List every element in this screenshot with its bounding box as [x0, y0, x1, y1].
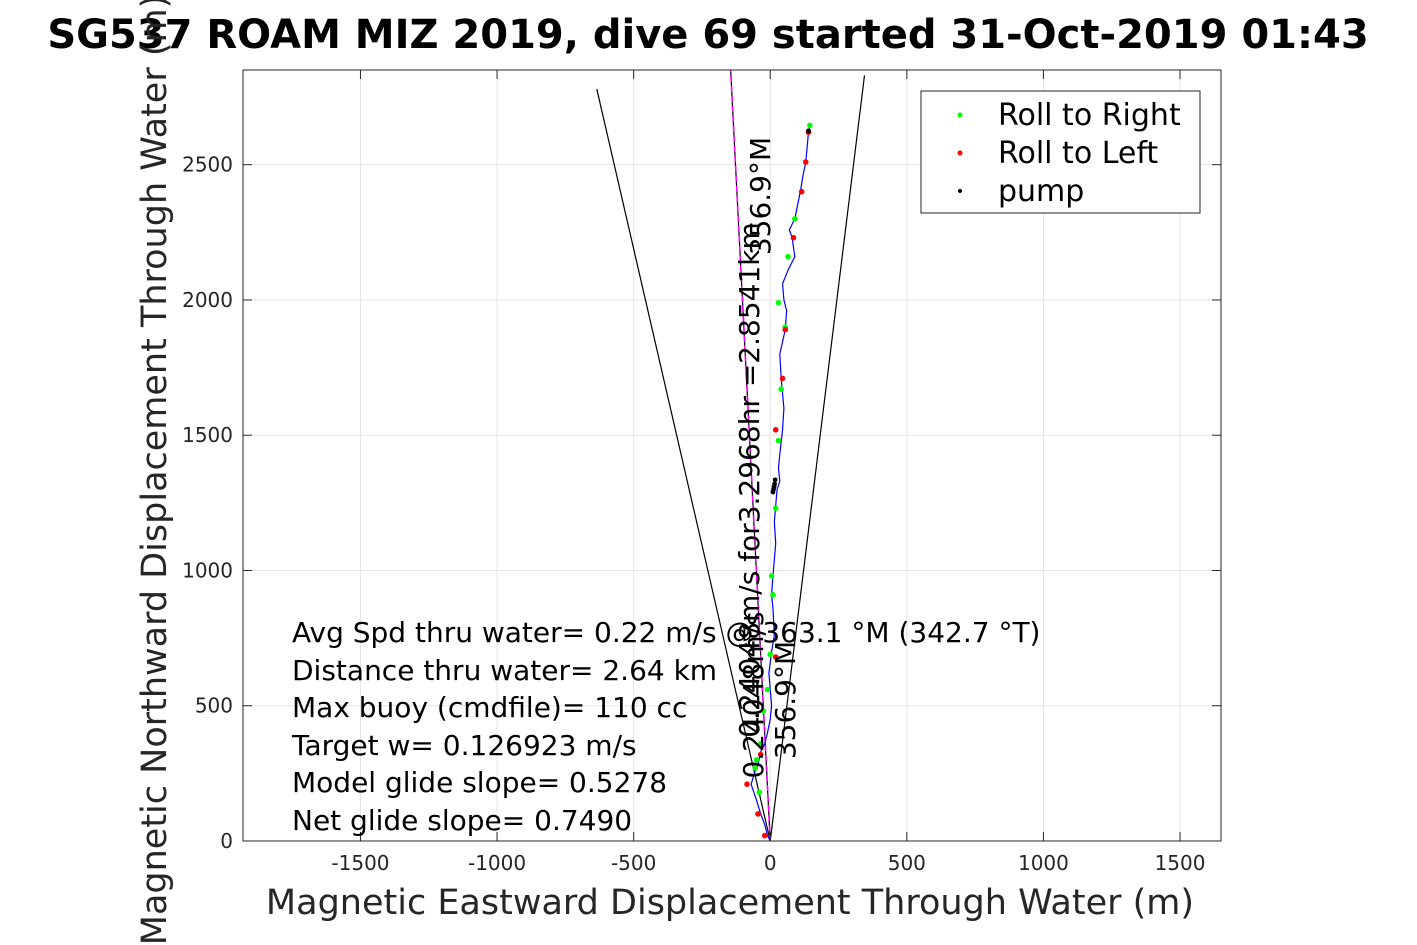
roll-left-point — [772, 427, 779, 433]
plot-frame — [242, 69, 1222, 842]
bounding-line-right — [769, 75, 866, 842]
roll-right-point — [764, 686, 771, 693]
stat-avg-speed: Avg Spd thru water= 0.22 m/s @ 363.1 °M … — [292, 616, 1040, 649]
roll-right-point — [753, 757, 760, 763]
legend-marker-roll-left — [957, 150, 963, 156]
y-tick-label: 2000 — [182, 288, 233, 312]
roll-right-point — [792, 215, 798, 222]
chart-title: SG537 ROAM MIZ 2019, dive 69 started 31-… — [47, 12, 1368, 58]
roll-right-point — [775, 437, 782, 444]
x-tick-label: -1000 — [468, 851, 526, 875]
stat-net-glide-slope: Net glide slope= 0.7490 — [292, 804, 632, 837]
rotated-speed-annotation: 0.24048m/s for3.2968hr =2.8541km — [733, 222, 766, 738]
stat-model-glide-slope: Model glide slope= 0.5278 — [292, 766, 667, 799]
roll-right-point — [760, 708, 767, 714]
rotated-heading-annotation-bottom: 356.9°M — [769, 641, 802, 759]
legend-label-roll-right: Roll to Right — [998, 98, 1181, 133]
roll-left-point — [802, 159, 809, 165]
roll-right-point — [767, 651, 774, 658]
roll-left-point — [772, 654, 779, 660]
legend: Roll to Right Roll to Left pump — [920, 90, 1201, 214]
y-tick-label: 1500 — [182, 423, 233, 447]
legend-marker-pump — [958, 189, 962, 193]
x-tick-label: 1500 — [1155, 851, 1206, 875]
legend-label-roll-left: Roll to Left — [998, 136, 1158, 171]
roll-right-point — [807, 122, 813, 129]
stat-target-w: Target w= 0.126923 m/s — [291, 729, 637, 762]
rotated-heading-annotation-top: 356.9°M — [744, 137, 777, 255]
x-tick-label: 1000 — [1018, 851, 1069, 875]
bounding-line-left — [596, 88, 771, 842]
roll-left-point — [782, 326, 789, 333]
x-axis-label: Magnetic Eastward Displacement Through W… — [266, 883, 1194, 923]
stats-annotation: Avg Spd thru water= 0.22 m/s @ 363.1 °M … — [291, 616, 1040, 837]
roll-left-point — [757, 751, 764, 758]
bounding-lines — [596, 75, 866, 842]
legend-marker-roll-right — [957, 112, 963, 118]
roll-left-point — [779, 375, 786, 382]
legend-label-pump: pump — [998, 174, 1084, 209]
x-tick-label: 0 — [764, 851, 777, 875]
pump-point — [772, 481, 778, 487]
y-tick-label: 0 — [220, 829, 233, 853]
axis-ticks: -1500 -1000 -500 0 500 1000 1500 0 500 1000 1500 20… — [182, 70, 1221, 875]
roll-right-point — [768, 573, 775, 579]
rotated-speed-annotation-bottom: 0.24048m/s — [737, 611, 770, 778]
y-tick-label: 1000 — [182, 558, 233, 582]
roll-left-point — [798, 188, 805, 195]
legend-box — [920, 90, 1201, 214]
roll-left-point — [761, 832, 768, 839]
roll-left-point — [755, 811, 761, 817]
roll-right-point — [756, 789, 763, 796]
y-tick-label: 2500 — [182, 153, 233, 177]
stat-distance: Distance thru water= 2.64 km — [292, 654, 717, 687]
roll-right-point — [775, 299, 782, 306]
roll-left-point — [744, 781, 750, 787]
stat-max-buoy: Max buoy (cmdfile)= 110 cc — [292, 691, 687, 724]
roll-right-point — [785, 253, 791, 260]
y-tick-label: 500 — [195, 694, 233, 718]
roll-right-point — [752, 765, 759, 771]
roll-right-point — [770, 592, 776, 598]
roll-right-point — [778, 386, 784, 393]
heading-line-dashed — [729, 69, 772, 842]
roll-points — [744, 122, 813, 839]
pump-point — [772, 477, 778, 483]
pump-point — [806, 128, 811, 134]
x-tick-label: -500 — [611, 851, 656, 875]
roll-right-point — [757, 740, 764, 747]
x-tick-label: -1500 — [331, 851, 389, 875]
x-tick-label: 500 — [888, 851, 926, 875]
y-axis-label: Magnetic Northward Displacement Through … — [135, 0, 175, 945]
roll-right-point — [772, 505, 779, 512]
roll-left-point — [790, 234, 797, 241]
